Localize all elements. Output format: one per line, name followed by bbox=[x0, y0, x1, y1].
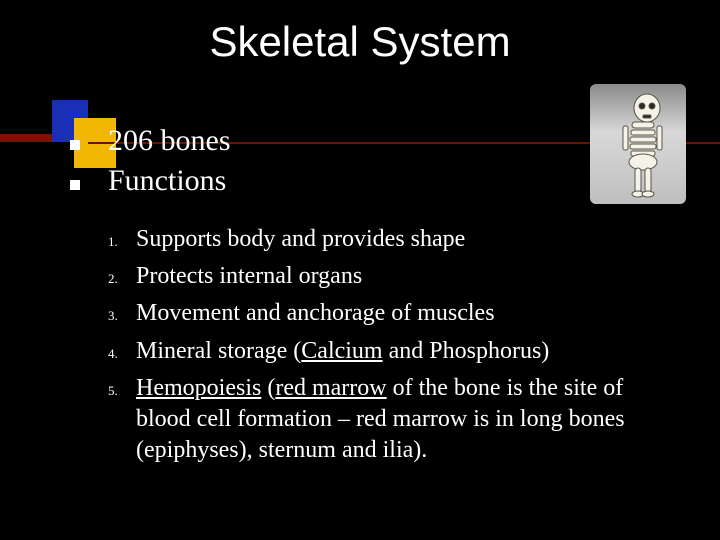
numbered-list: 1. Supports body and provides shape 2. P… bbox=[108, 224, 680, 472]
accent-bar-left bbox=[0, 134, 52, 142]
bullet-marker-icon bbox=[70, 180, 80, 190]
list-number: 3. bbox=[108, 298, 136, 324]
slide: Skeletal System bbox=[0, 0, 720, 540]
bullet-item: 206 bones bbox=[70, 124, 630, 158]
list-text: Protects internal organs bbox=[136, 261, 362, 292]
list-item: 5. Hemopoiesis (red marrow of the bone i… bbox=[108, 373, 680, 467]
list-item: 2. Protects internal organs bbox=[108, 261, 680, 292]
list-text: Hemopoiesis (red marrow of the bone is t… bbox=[136, 373, 680, 467]
bullet-text: 206 bones bbox=[108, 124, 231, 158]
list-item: 4. Mineral storage (Calcium and Phosphor… bbox=[108, 336, 680, 367]
list-item: 3. Movement and anchorage of muscles bbox=[108, 298, 680, 329]
bullet-text: Functions bbox=[108, 164, 226, 198]
list-text: Mineral storage (Calcium and Phosphorus) bbox=[136, 336, 549, 367]
list-text: Movement and anchorage of muscles bbox=[136, 298, 495, 329]
bullet-item: Functions bbox=[70, 164, 630, 198]
list-number: 1. bbox=[108, 224, 136, 250]
list-text: Supports body and provides shape bbox=[136, 224, 465, 255]
bullet-list: 206 bones Functions bbox=[70, 124, 630, 204]
list-number: 5. bbox=[108, 373, 136, 399]
list-number: 2. bbox=[108, 261, 136, 287]
bullet-marker-icon bbox=[70, 140, 80, 150]
list-number: 4. bbox=[108, 336, 136, 362]
list-item: 1. Supports body and provides shape bbox=[108, 224, 680, 255]
slide-title: Skeletal System bbox=[0, 18, 720, 66]
